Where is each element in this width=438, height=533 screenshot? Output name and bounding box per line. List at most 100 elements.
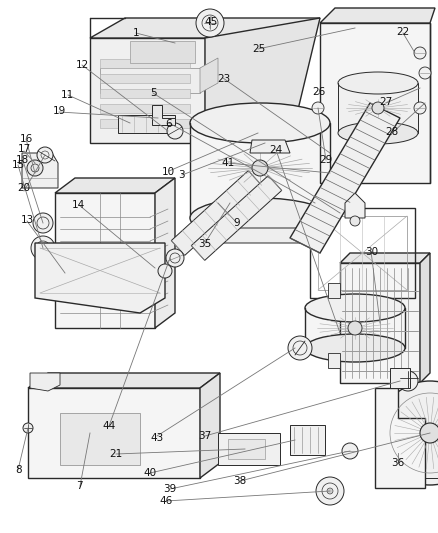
Circle shape bbox=[252, 160, 268, 176]
Text: 45: 45 bbox=[205, 18, 218, 27]
Text: 39: 39 bbox=[163, 484, 177, 494]
Text: 17: 17 bbox=[18, 144, 31, 154]
Polygon shape bbox=[118, 115, 175, 133]
Circle shape bbox=[33, 213, 53, 233]
Circle shape bbox=[378, 381, 438, 485]
Circle shape bbox=[348, 321, 362, 335]
Text: 26: 26 bbox=[312, 87, 325, 96]
Ellipse shape bbox=[305, 334, 405, 362]
Text: 30: 30 bbox=[365, 247, 378, 256]
Text: 12: 12 bbox=[76, 60, 89, 70]
Text: 7: 7 bbox=[76, 481, 83, 491]
Polygon shape bbox=[191, 175, 282, 261]
Polygon shape bbox=[338, 83, 418, 133]
Polygon shape bbox=[200, 58, 218, 93]
Circle shape bbox=[196, 9, 224, 37]
Polygon shape bbox=[328, 283, 340, 298]
Circle shape bbox=[372, 102, 384, 114]
Text: 41: 41 bbox=[221, 158, 234, 167]
Polygon shape bbox=[290, 425, 325, 455]
Circle shape bbox=[288, 336, 312, 360]
Text: 5: 5 bbox=[150, 88, 157, 98]
Polygon shape bbox=[258, 118, 300, 143]
Circle shape bbox=[342, 443, 358, 459]
Polygon shape bbox=[378, 433, 438, 478]
Polygon shape bbox=[55, 193, 155, 328]
Polygon shape bbox=[290, 103, 400, 253]
Polygon shape bbox=[320, 23, 430, 183]
Ellipse shape bbox=[190, 103, 330, 143]
Polygon shape bbox=[28, 373, 220, 388]
Polygon shape bbox=[375, 388, 425, 488]
Polygon shape bbox=[28, 388, 200, 478]
Polygon shape bbox=[55, 178, 175, 193]
Polygon shape bbox=[328, 353, 340, 368]
Polygon shape bbox=[320, 8, 435, 23]
Text: 46: 46 bbox=[160, 496, 173, 506]
Text: 24: 24 bbox=[269, 146, 283, 155]
Circle shape bbox=[327, 488, 333, 494]
Text: 37: 37 bbox=[198, 431, 212, 441]
Circle shape bbox=[158, 264, 172, 278]
Text: 6: 6 bbox=[165, 119, 172, 128]
Polygon shape bbox=[100, 59, 190, 68]
Ellipse shape bbox=[305, 294, 405, 322]
Circle shape bbox=[316, 477, 344, 505]
Circle shape bbox=[167, 123, 183, 139]
Circle shape bbox=[31, 236, 55, 260]
Polygon shape bbox=[218, 433, 280, 465]
Polygon shape bbox=[152, 105, 175, 125]
Polygon shape bbox=[22, 153, 58, 188]
Ellipse shape bbox=[190, 198, 330, 238]
Ellipse shape bbox=[338, 72, 418, 94]
Polygon shape bbox=[345, 193, 365, 218]
Polygon shape bbox=[305, 308, 405, 348]
Polygon shape bbox=[100, 89, 190, 98]
Polygon shape bbox=[250, 140, 290, 153]
Circle shape bbox=[419, 67, 431, 79]
Polygon shape bbox=[35, 243, 165, 313]
Circle shape bbox=[420, 423, 438, 443]
Polygon shape bbox=[171, 171, 262, 255]
Ellipse shape bbox=[338, 122, 418, 144]
Circle shape bbox=[23, 423, 33, 433]
Text: 3: 3 bbox=[178, 170, 185, 180]
Text: 15: 15 bbox=[12, 160, 25, 170]
Circle shape bbox=[414, 102, 426, 114]
Polygon shape bbox=[205, 18, 320, 143]
Text: 10: 10 bbox=[162, 167, 175, 176]
Text: 9: 9 bbox=[233, 218, 240, 228]
Polygon shape bbox=[60, 413, 140, 465]
Polygon shape bbox=[200, 373, 220, 478]
Polygon shape bbox=[340, 263, 420, 383]
Circle shape bbox=[414, 47, 426, 59]
Text: 18: 18 bbox=[16, 155, 29, 165]
Polygon shape bbox=[30, 373, 60, 391]
Circle shape bbox=[37, 147, 53, 163]
Text: 44: 44 bbox=[102, 422, 115, 431]
Circle shape bbox=[166, 249, 184, 267]
Polygon shape bbox=[188, 228, 332, 243]
Polygon shape bbox=[340, 253, 430, 263]
Text: 43: 43 bbox=[150, 433, 163, 443]
Polygon shape bbox=[130, 41, 195, 63]
Text: 36: 36 bbox=[391, 458, 404, 467]
Polygon shape bbox=[390, 368, 410, 388]
Polygon shape bbox=[228, 439, 265, 459]
Polygon shape bbox=[90, 38, 205, 143]
Text: 27: 27 bbox=[380, 98, 393, 107]
Text: 28: 28 bbox=[385, 127, 399, 137]
Text: 1: 1 bbox=[132, 28, 139, 38]
Polygon shape bbox=[100, 74, 190, 83]
Text: 13: 13 bbox=[21, 215, 34, 224]
Text: 22: 22 bbox=[396, 27, 410, 37]
Text: 11: 11 bbox=[61, 90, 74, 100]
Text: 19: 19 bbox=[53, 106, 66, 116]
Text: 23: 23 bbox=[217, 74, 230, 84]
Polygon shape bbox=[155, 178, 175, 328]
Text: 35: 35 bbox=[198, 239, 212, 249]
Polygon shape bbox=[420, 253, 430, 383]
Circle shape bbox=[350, 216, 360, 226]
Text: 8: 8 bbox=[15, 465, 22, 475]
Polygon shape bbox=[100, 68, 200, 93]
